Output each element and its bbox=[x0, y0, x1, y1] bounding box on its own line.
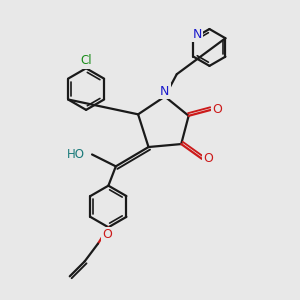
Text: Cl: Cl bbox=[80, 54, 92, 67]
Text: HO: HO bbox=[67, 148, 85, 161]
Text: O: O bbox=[204, 152, 214, 165]
Text: O: O bbox=[212, 103, 222, 116]
Text: N: N bbox=[160, 85, 170, 98]
Text: N: N bbox=[192, 28, 202, 41]
Text: O: O bbox=[102, 228, 112, 241]
